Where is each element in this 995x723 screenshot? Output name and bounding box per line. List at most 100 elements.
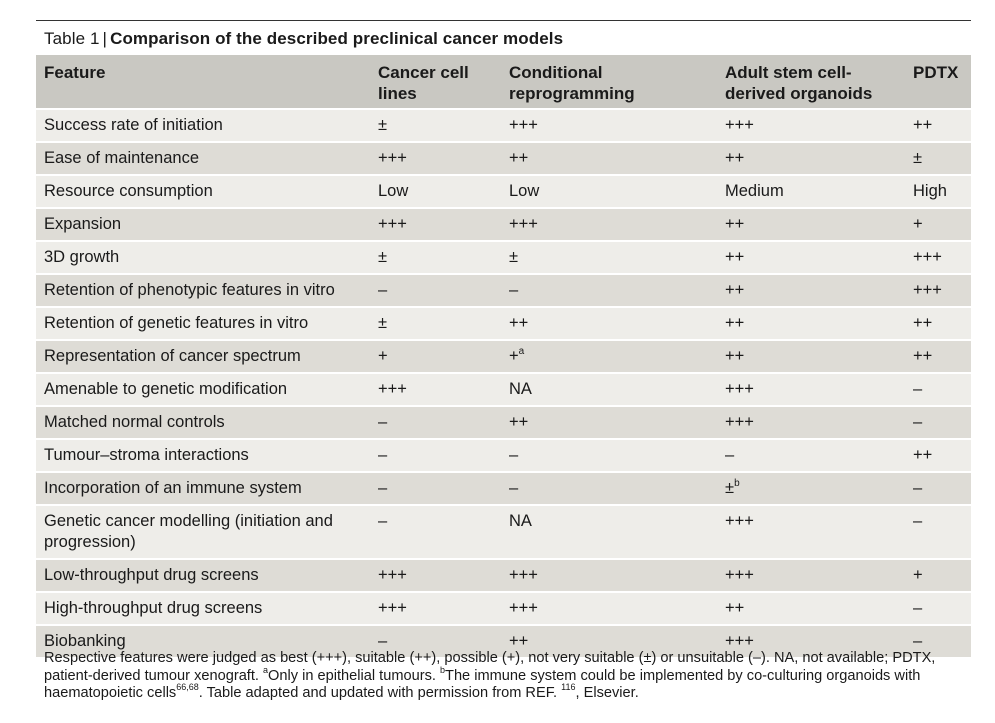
cell-pdtx: –	[905, 591, 971, 625]
cell-value: ±	[509, 248, 519, 266]
cell-feature: Tumour–stroma interactions	[36, 438, 370, 472]
cell-organoids: +++	[717, 405, 905, 439]
cell-value: +++	[509, 215, 538, 233]
footnote-sup-a: a	[263, 664, 269, 675]
cell-pdtx: –	[905, 372, 971, 406]
cell-cancer-cell-lines: –	[370, 405, 501, 439]
cell-value: ++	[725, 248, 745, 266]
footnote-end: , Elsevier.	[575, 685, 639, 701]
cell-value: ++	[509, 632, 529, 650]
comparison-table: Feature Cancer cell lines Conditional re…	[36, 55, 971, 657]
cell-feature: Resource consumption	[36, 174, 370, 208]
cell-value: 3D growth	[44, 248, 120, 266]
cell-value: –	[378, 446, 388, 464]
footnote-note-a: Only in epithelial tumours.	[268, 667, 441, 684]
cell-organoids: +++	[717, 504, 905, 559]
cell-organoids: ++	[717, 591, 905, 625]
cell-value: ++	[509, 149, 529, 167]
cell-value: +++	[725, 380, 754, 398]
cell-feature: 3D growth	[36, 240, 370, 274]
cell-value: +	[913, 215, 923, 233]
cell-value: Success rate of initiation	[44, 116, 223, 134]
table-row: Retention of genetic features in vitro ± +…	[36, 306, 971, 340]
cell-feature: Low-throughput drug screens	[36, 558, 370, 592]
cell-pdtx: High	[905, 174, 971, 208]
top-rule	[36, 20, 971, 21]
cell-conditional-reprogramming: +++	[501, 207, 717, 241]
cell-feature: Retention of phenotypic features in vitr…	[36, 273, 370, 307]
table-row: Biobanking – ++ +++ –	[36, 624, 971, 657]
cell-value: ++	[509, 314, 529, 332]
cell-value: +++	[913, 281, 942, 299]
cell-cancer-cell-lines: ±	[370, 108, 501, 142]
cell-value: NA	[509, 512, 532, 530]
cell-pdtx: ++	[905, 438, 971, 472]
cell-conditional-reprogramming: ++	[501, 141, 717, 175]
cell-conditional-reprogramming: NA	[501, 504, 717, 559]
cell-organoids: –	[717, 438, 905, 472]
cell-value: Retention of phenotypic features in vitr…	[44, 281, 335, 299]
table-row: Expansion +++ +++ ++ +	[36, 207, 971, 241]
cell-value: ++	[913, 446, 933, 464]
cell-value: +++	[913, 248, 942, 266]
cell-conditional-reprogramming: ++	[501, 405, 717, 439]
cell-value: +++	[725, 632, 754, 650]
cell-value: ±	[913, 149, 923, 167]
cell-value: +	[378, 347, 388, 365]
cell-conditional-reprogramming: ++	[501, 306, 717, 340]
table-row: Retention of phenotypic features in vitr…	[36, 273, 971, 307]
cell-value: –	[378, 479, 388, 497]
cell-pdtx: ++	[905, 306, 971, 340]
cell-value: Medium	[725, 182, 784, 200]
cell-value: –	[378, 413, 388, 431]
cell-cancer-cell-lines: –	[370, 504, 501, 559]
cell-organoids: +++	[717, 108, 905, 142]
cell-cancer-cell-lines: Low	[370, 174, 501, 208]
cell-value: +++	[378, 599, 407, 617]
cell-value: Expansion	[44, 215, 122, 233]
cell-pdtx: –	[905, 471, 971, 505]
cell-value: Representation of cancer spectrum	[44, 347, 301, 365]
cell-cancer-cell-lines: –	[370, 624, 501, 657]
cell-conditional-reprogramming: +++	[501, 108, 717, 142]
cell-value: ++	[509, 413, 529, 431]
cell-value: ±	[378, 116, 388, 134]
cell-value: –	[509, 281, 519, 299]
footnote-adapted: . Table adapted and updated with permiss…	[198, 685, 562, 701]
cell-value: ±	[378, 314, 388, 332]
cell-value: –	[913, 512, 923, 530]
cell-value: ±	[378, 248, 388, 266]
cell-value: –	[509, 479, 519, 497]
cell-value: –	[913, 599, 923, 617]
cell-cancer-cell-lines: +++	[370, 207, 501, 241]
cell-value: –	[378, 281, 388, 299]
footnote-note-b: The immune system could be implemented b…	[44, 667, 921, 702]
cell-organoids: +++	[717, 372, 905, 406]
cell-pdtx: ±	[905, 141, 971, 175]
cell-value: +++	[509, 566, 538, 584]
cell-conditional-reprogramming: ++	[501, 624, 717, 657]
cell-value: –	[913, 413, 923, 431]
cell-organoids: ±b	[717, 471, 905, 505]
footnote-sup-b: b	[440, 664, 446, 675]
cell-cancer-cell-lines: +++	[370, 558, 501, 592]
cell-pdtx: +++	[905, 273, 971, 307]
cell-value: ++	[913, 314, 933, 332]
cell-superscript: b	[734, 477, 740, 489]
header-row: Feature Cancer cell lines Conditional re…	[36, 55, 971, 109]
cell-conditional-reprogramming: –	[501, 273, 717, 307]
cell-cancer-cell-lines: ±	[370, 240, 501, 274]
cell-value: +++	[378, 149, 407, 167]
cell-value: –	[725, 446, 735, 464]
table-row: Genetic cancer modelling (initiation and…	[36, 504, 971, 559]
cell-value: ++	[725, 347, 745, 365]
cell-value: –	[913, 380, 923, 398]
cell-pdtx: ++	[905, 108, 971, 142]
cell-value: ++	[913, 347, 933, 365]
cell-value: High-throughput drug screens	[44, 599, 263, 617]
cell-feature: High-throughput drug screens	[36, 591, 370, 625]
table-row: High-throughput drug screens +++ +++ ++ –	[36, 591, 971, 625]
cell-value: ++	[913, 116, 933, 134]
cell-value: ++	[725, 599, 745, 617]
cell-conditional-reprogramming: +++	[501, 591, 717, 625]
